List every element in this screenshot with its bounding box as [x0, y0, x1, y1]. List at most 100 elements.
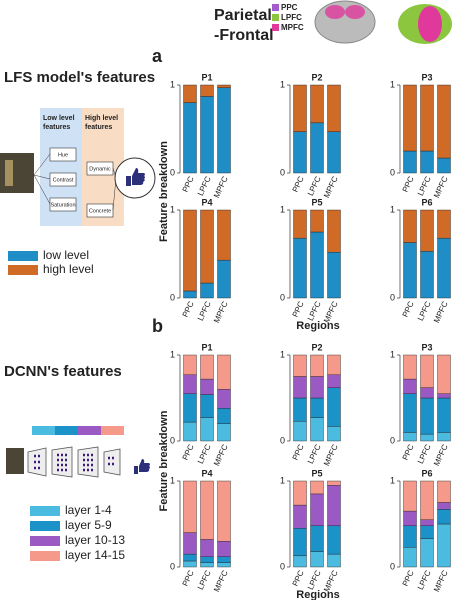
legend-label: layer 14-15: [65, 548, 125, 562]
panel-label: b: [152, 316, 163, 336]
bar-segment: [200, 539, 214, 557]
plot-title: P1: [201, 72, 212, 82]
bar-segment: [293, 237, 307, 299]
x-tick-label: PPC: [401, 175, 416, 194]
bar-segment: [217, 556, 231, 563]
bar-segment: [403, 84, 417, 152]
bar-segment: [200, 480, 214, 540]
y-tick-label: 0: [390, 292, 395, 302]
y-tick-label: 1: [280, 349, 285, 359]
bar-segment: [310, 84, 324, 124]
bar-segment: [327, 525, 341, 555]
legend-label: LPFC: [281, 13, 302, 22]
legend-swatch: [8, 251, 38, 261]
bar-segment: [217, 423, 231, 442]
x-tick-label: MPFC: [432, 443, 450, 468]
connector: [33, 174, 51, 180]
y-tick-label: 0: [390, 435, 395, 445]
legend-label: low level: [43, 248, 89, 262]
x-tick-label: LPFC: [196, 443, 213, 466]
legend-label: PPC: [281, 3, 298, 12]
y-tick-label: 1: [390, 204, 395, 214]
bar-segment: [200, 84, 214, 97]
bar-segment: [420, 387, 434, 399]
y-tick-label: 1: [170, 475, 175, 485]
legend-swatch: [30, 536, 60, 546]
bar-segment: [217, 408, 231, 425]
legend-label: high level: [43, 262, 94, 276]
bar-segment: [420, 480, 434, 520]
legend-swatch: [272, 24, 279, 31]
y-tick-label: 0: [170, 561, 175, 571]
feature-boxes: Hue Contrast Saturation Dynamic Concrete: [33, 147, 117, 218]
bar-segment: [420, 525, 434, 539]
thumb-icon: [126, 168, 145, 186]
plot-title: P2: [311, 72, 322, 82]
bar-segment: [217, 209, 231, 261]
legend-label: layer 1-4: [65, 503, 112, 517]
bar-segment: [310, 354, 324, 377]
x-tick-label: PPC: [401, 569, 416, 588]
bar-segment: [310, 551, 324, 568]
legend-label: layer 5-9: [65, 518, 112, 532]
layer-segment: [32, 426, 55, 435]
bar-segment: [293, 376, 307, 399]
y-tick-label: 0: [280, 435, 285, 445]
legend-swatch: [272, 14, 279, 21]
bar-segment: [403, 432, 417, 442]
bar-segment: [217, 259, 231, 299]
bar-segment: [183, 480, 197, 533]
feature-label: Dynamic: [89, 166, 111, 172]
bar-segment: [327, 374, 341, 388]
x-tick-label: PPC: [291, 300, 306, 319]
bar-segment: [200, 562, 214, 568]
x-tick-label: MPFC: [212, 300, 230, 325]
bar-segment: [310, 480, 324, 495]
panel-label: a: [152, 46, 163, 66]
bar-segment: [310, 231, 324, 299]
plot-title: P1: [201, 342, 212, 352]
box-title: features: [85, 124, 112, 131]
photo: [6, 448, 24, 474]
bar-segment: [327, 131, 341, 174]
feature-box: [49, 147, 77, 162]
bar-segment: [420, 519, 434, 526]
bar-segment: [293, 209, 307, 239]
bar-segment: [183, 393, 197, 423]
x-tick-label: LPFC: [306, 300, 323, 323]
feature-box: [86, 203, 114, 218]
bar-segment: [403, 480, 417, 512]
header-line: Parietal: [214, 7, 272, 24]
bar-segment: [293, 397, 307, 422]
bar-segment: [293, 354, 307, 377]
x-tick-label: LPFC: [196, 300, 213, 323]
x-tick-label: PPC: [181, 175, 196, 194]
box-title: High level: [85, 115, 118, 122]
bar-segment: [217, 87, 231, 174]
y-tick-label: 1: [280, 204, 285, 214]
photo-detail: [5, 160, 13, 186]
brain-image: [314, 0, 376, 44]
feature-label: Concrete: [89, 208, 111, 214]
bar-segment: [183, 84, 197, 103]
x-tick-label: MPFC: [212, 569, 230, 594]
x-tick-label: PPC: [291, 569, 306, 588]
bar-segment: [310, 417, 324, 442]
bar-segment: [403, 209, 417, 243]
y-tick-label: 0: [390, 561, 395, 571]
plot-title: P4: [201, 468, 212, 478]
legend-label: MPFC: [281, 23, 304, 32]
x-axis-title: Regions: [296, 589, 339, 600]
layer-segment: [101, 426, 124, 435]
bar-segment: [327, 354, 341, 375]
x-tick-label: PPC: [401, 443, 416, 462]
y-tick-label: 1: [280, 79, 285, 89]
layer-segment: [78, 426, 101, 435]
x-tick-label: PPC: [291, 443, 306, 462]
bar-segment: [200, 209, 214, 284]
bar-segment: [217, 480, 231, 542]
feature-box: [49, 172, 77, 187]
x-tick-label: PPC: [181, 569, 196, 588]
bar-segment: [293, 421, 307, 442]
